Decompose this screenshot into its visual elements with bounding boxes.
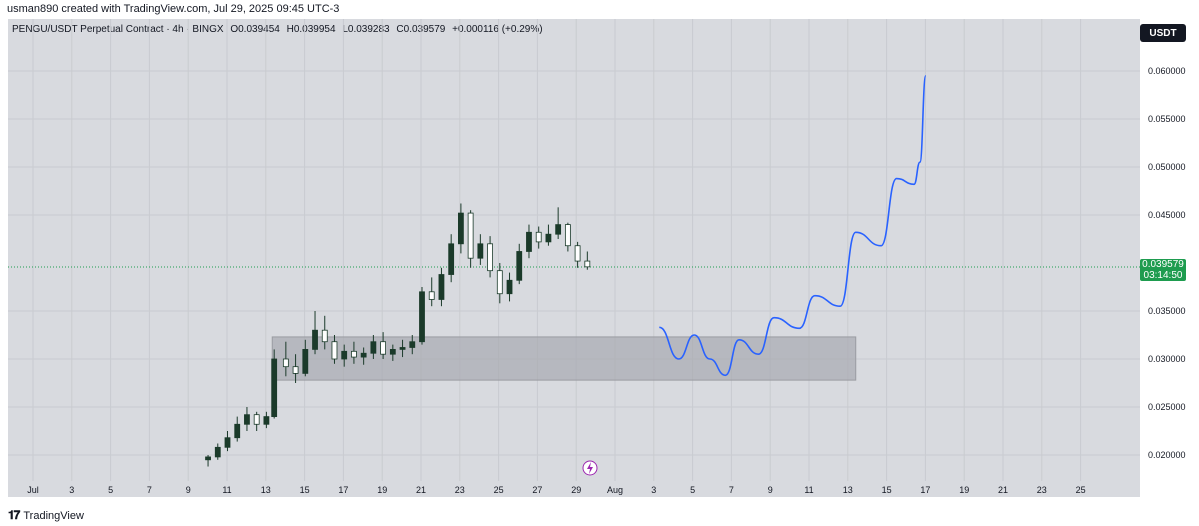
price-tick-label: 0.035000	[1148, 306, 1186, 316]
last-price-label: 0.039579 03:14:50	[1140, 259, 1186, 282]
symbol-info-line: PENGU/USDT Perpetual Contract · 4h · BIN…	[12, 24, 547, 35]
price-tick-label: 0.025000	[1148, 402, 1186, 412]
last-price-value: 0.039579	[1142, 259, 1184, 271]
price-tick-label: 0.050000	[1148, 162, 1186, 172]
price-tick-label: 0.060000	[1148, 66, 1186, 76]
currency-badge[interactable]: USDT	[1140, 24, 1186, 42]
footer-brand: TradingView	[23, 509, 84, 522]
price-tick-label: 0.020000	[1148, 450, 1186, 460]
tradingview-footer[interactable]: 𝟏𝟕 TradingView	[8, 508, 84, 523]
symbol-name[interactable]: PENGU/USDT Perpetual Contract · 4h · BIN…	[12, 24, 224, 35]
price-tick-label: 0.055000	[1148, 114, 1186, 124]
tradingview-logo-icon: 𝟏𝟕	[8, 508, 20, 522]
bar-countdown: 03:14:50	[1143, 270, 1183, 282]
change-value: +0.000116 (+0.29%)	[452, 24, 543, 35]
low-value: L0.039283	[342, 24, 390, 35]
open-value: O0.039454	[230, 24, 280, 35]
high-value: H0.039954	[286, 24, 336, 35]
price-tick-label: 0.045000	[1148, 210, 1186, 220]
price-tick-label: 0.030000	[1148, 354, 1186, 364]
chart-area[interactable]	[8, 19, 1140, 497]
author-header: usman890 created with TradingView.com, J…	[7, 3, 340, 15]
close-value: C0.039579	[396, 24, 446, 35]
